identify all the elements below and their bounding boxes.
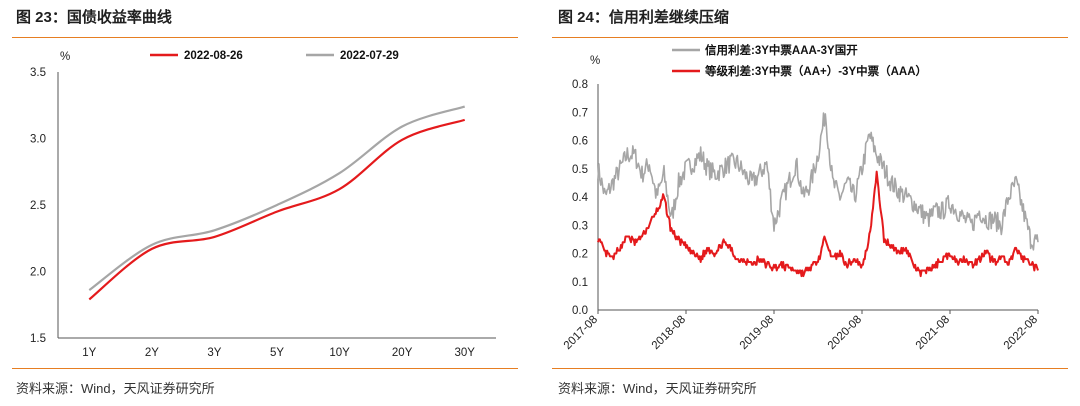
y-tick-label: 2.5: [30, 200, 46, 212]
legend-label: 2022-08-26: [184, 50, 243, 62]
y-tick-label: 0.1: [572, 277, 588, 289]
y-unit-label: %: [60, 51, 70, 63]
x-tick-label: 3Y: [207, 347, 221, 359]
y-tick-label: 0.6: [572, 136, 588, 148]
x-tick-label: 5Y: [270, 347, 284, 359]
x-tick-label: 2019-08: [738, 314, 776, 352]
x-tick-label: 1Y: [82, 347, 96, 359]
left-source-note: 资料来源：Wind，天风证券研究所: [16, 381, 215, 396]
y-tick-label: 0.4: [572, 192, 589, 204]
legend-label: 信用利差:3Y中票AAA-3Y国开: [705, 43, 858, 57]
right-title-rule: [552, 37, 1068, 38]
y-tick-label: 0.7: [572, 107, 588, 119]
y-unit-label: %: [590, 55, 600, 67]
right-source-note: 资料来源：Wind，天风证券研究所: [558, 381, 757, 396]
left-panel-title: 图 23：国债收益率曲线: [16, 9, 172, 26]
x-tick-label: 2018-08: [650, 314, 688, 352]
y-tick-label: 3.0: [30, 134, 46, 146]
legend-label: 等级利差:3Y中票（AA+）-3Y中票（AAA）: [704, 64, 927, 78]
x-tick-label: 2022-08: [1002, 314, 1040, 352]
series-line-0: [597, 112, 1039, 251]
x-tick-label: 10Y: [329, 347, 350, 359]
left-title-rule: [12, 37, 518, 38]
legend-label: 2022-07-29: [340, 50, 399, 62]
y-tick-label: 0.2: [572, 249, 588, 261]
x-tick-label: 2021-08: [914, 314, 952, 352]
x-tick-label: 20Y: [392, 347, 413, 359]
left-bottom-rule: [12, 368, 518, 369]
y-tick-label: 0.5: [572, 164, 588, 176]
x-tick-label: 2Y: [145, 347, 159, 359]
right-bottom-rule: [552, 368, 1068, 369]
x-tick-label: 2017-08: [562, 314, 600, 352]
series-line-2022-08-26: [88, 118, 466, 301]
series-line-2022-07-29: [88, 105, 466, 292]
right-panel-title: 图 24：信用利差继续压缩: [558, 9, 729, 26]
x-tick-label: 30Y: [454, 347, 475, 359]
x-tick-label: 2020-08: [826, 314, 864, 352]
y-tick-label: 3.5: [30, 67, 46, 79]
y-tick-label: 0.3: [572, 220, 588, 232]
y-tick-label: 1.5: [30, 333, 46, 345]
series-line-1: [597, 170, 1039, 278]
y-tick-label: 0.8: [572, 79, 588, 91]
y-tick-label: 0.0: [572, 305, 588, 317]
yield-curve-chart: % 1.5 2.0 2.5 3.0 3.5 1Y 2Y 3Y 5Y 10Y 20Y 30Y 2022-08…: [30, 50, 496, 359]
y-tick-label: 2.0: [30, 267, 46, 279]
